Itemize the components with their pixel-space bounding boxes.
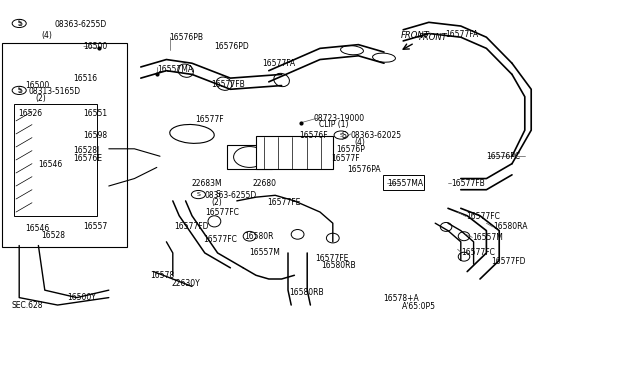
Text: 16576PB: 16576PB	[170, 33, 204, 42]
Text: 16576P: 16576P	[336, 145, 365, 154]
Text: 16576PA: 16576PA	[348, 165, 381, 174]
Text: 16577FA: 16577FA	[445, 30, 478, 39]
Text: 08363-6255D: 08363-6255D	[54, 20, 107, 29]
Bar	[383, 175, 424, 190]
Text: 16557MA: 16557MA	[157, 65, 193, 74]
Text: (2): (2)	[211, 198, 222, 207]
Text: 16577FB: 16577FB	[211, 80, 245, 89]
Text: A'65:0P5: A'65:0P5	[402, 302, 436, 311]
Text: 16576F: 16576F	[300, 131, 328, 140]
Bar	[14, 104, 97, 216]
Text: 16577FC: 16577FC	[203, 235, 237, 244]
Text: 22680: 22680	[253, 179, 277, 187]
Text: 16577FC: 16577FC	[205, 208, 239, 217]
Text: (4): (4)	[42, 31, 52, 40]
Text: (2): (2)	[35, 94, 46, 103]
Text: 16577F: 16577F	[332, 154, 360, 163]
Text: 16580RB: 16580RB	[321, 262, 356, 270]
Text: 16580RA: 16580RA	[493, 222, 527, 231]
Text: 08363-62025: 08363-62025	[351, 131, 402, 140]
Text: 16577FC: 16577FC	[466, 212, 500, 221]
Text: 22683M: 22683M	[192, 179, 223, 187]
Bar	[227, 145, 272, 169]
Text: S: S	[18, 19, 22, 28]
Text: 16598: 16598	[83, 131, 108, 140]
Text: 16528J: 16528J	[74, 146, 100, 155]
Text: S: S	[17, 21, 21, 26]
Text: 16557M: 16557M	[472, 233, 503, 242]
Text: 16580RB: 16580RB	[289, 288, 324, 296]
Text: 16577FC: 16577FC	[461, 248, 495, 257]
Text: (4): (4)	[354, 138, 365, 147]
Text: SEC.628: SEC.628	[12, 301, 43, 310]
Text: FRONT: FRONT	[401, 31, 429, 40]
Text: 16557MA: 16557MA	[387, 179, 423, 187]
Text: 16577FD: 16577FD	[492, 257, 526, 266]
Text: 16546: 16546	[26, 224, 50, 233]
Text: 16577FD: 16577FD	[174, 222, 209, 231]
Text: CLIP (1): CLIP (1)	[319, 121, 348, 129]
Text: 16578+A: 16578+A	[383, 294, 419, 303]
Text: 08313-5165D: 08313-5165D	[29, 87, 81, 96]
Text: 16577FA: 16577FA	[262, 59, 296, 68]
Text: 16577FE: 16577FE	[315, 254, 348, 263]
Text: S: S	[341, 131, 346, 140]
Text: S: S	[17, 88, 21, 93]
Text: 16577FB: 16577FB	[451, 179, 485, 187]
Text: S: S	[18, 86, 22, 95]
Text: 16500Y: 16500Y	[67, 293, 96, 302]
Text: 16500: 16500	[26, 81, 50, 90]
Text: 16557: 16557	[83, 222, 108, 231]
Text: S: S	[339, 132, 343, 138]
Text: 16577F: 16577F	[195, 115, 224, 124]
Text: 22630Y: 22630Y	[172, 279, 200, 288]
Text: 16576PC: 16576PC	[486, 152, 520, 161]
Text: 16526: 16526	[18, 109, 42, 118]
Text: 16576PD: 16576PD	[214, 42, 249, 51]
Text: 08363-6255D: 08363-6255D	[205, 191, 257, 200]
Text: 16576E: 16576E	[74, 154, 102, 163]
Text: 16551: 16551	[83, 109, 108, 118]
Text: FRONT: FRONT	[419, 33, 448, 42]
Text: 16546: 16546	[38, 160, 63, 169]
Text: 16528: 16528	[42, 231, 65, 240]
Text: 16516: 16516	[74, 74, 98, 83]
Text: S: S	[196, 192, 200, 197]
Bar	[256, 136, 333, 169]
Text: S: S	[216, 190, 220, 199]
Text: 16578: 16578	[150, 271, 175, 280]
Text: 16580R: 16580R	[244, 232, 274, 241]
Text: 08723-19000: 08723-19000	[314, 114, 365, 123]
Text: 16557M: 16557M	[250, 248, 280, 257]
Text: 16500: 16500	[83, 42, 108, 51]
Text: 16577FE: 16577FE	[268, 198, 301, 207]
